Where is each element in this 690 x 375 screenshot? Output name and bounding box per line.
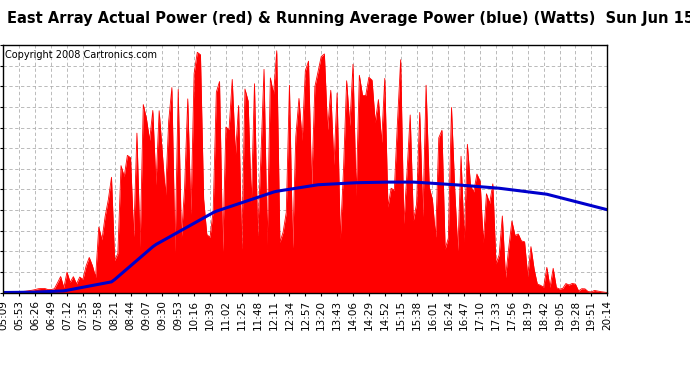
Text: Copyright 2008 Cartronics.com: Copyright 2008 Cartronics.com xyxy=(5,50,157,60)
Text: East Array Actual Power (red) & Running Average Power (blue) (Watts)  Sun Jun 15: East Array Actual Power (red) & Running … xyxy=(7,11,690,26)
